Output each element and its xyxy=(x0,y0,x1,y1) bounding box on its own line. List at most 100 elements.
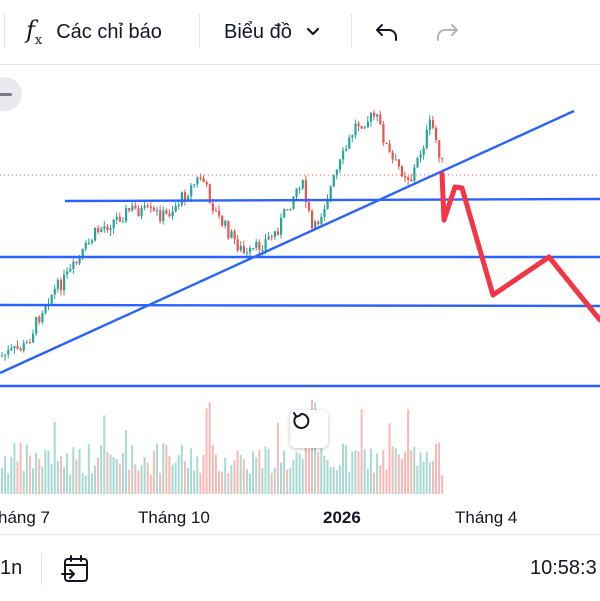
candle xyxy=(94,227,97,241)
horizontal-line-3[interactable] xyxy=(0,303,600,308)
volume-bar xyxy=(112,457,115,494)
candle xyxy=(171,211,174,217)
candle xyxy=(416,157,419,168)
chart-pane[interactable]: háng 7 Tháng 10 2026 Tháng 4 xyxy=(0,64,600,534)
forecast-path[interactable] xyxy=(439,171,600,323)
volume-bar xyxy=(4,455,7,494)
candle xyxy=(100,228,103,233)
candle xyxy=(326,200,329,209)
undo-button[interactable] xyxy=(374,0,400,64)
candle xyxy=(239,245,242,251)
volume-bar xyxy=(329,467,332,494)
reset-icon xyxy=(293,412,310,429)
volume-bar xyxy=(425,452,428,494)
interval-button[interactable]: 1n xyxy=(0,557,23,579)
candle xyxy=(317,221,320,225)
price-chart[interactable] xyxy=(0,64,600,534)
candle xyxy=(103,226,106,229)
trendline[interactable] xyxy=(0,109,575,375)
candles xyxy=(1,109,444,361)
volume-bar xyxy=(320,448,323,494)
volume-bar xyxy=(435,443,437,494)
volume-bar xyxy=(190,448,193,494)
candle xyxy=(273,231,276,237)
candle xyxy=(314,221,317,228)
x-axis-label: 2026 xyxy=(323,508,361,527)
candle xyxy=(298,188,301,190)
candle xyxy=(329,186,332,201)
candle xyxy=(190,185,193,197)
volume-bar xyxy=(152,451,155,494)
volume-bar xyxy=(41,467,44,494)
volume-bar xyxy=(38,459,41,494)
candle xyxy=(81,248,84,257)
candle xyxy=(109,228,112,230)
candle xyxy=(44,304,47,314)
toolbar-divider xyxy=(351,14,352,48)
volume-bar xyxy=(66,453,69,494)
volume-bar xyxy=(140,464,143,494)
candle xyxy=(140,207,143,216)
volume-bar xyxy=(78,449,81,494)
candle xyxy=(205,182,208,185)
candle xyxy=(72,261,75,270)
candle xyxy=(112,219,115,229)
candle xyxy=(53,288,56,295)
volume-bar xyxy=(404,452,406,494)
volume-bar xyxy=(400,458,403,494)
candle xyxy=(320,216,323,225)
horizontal-line-1[interactable] xyxy=(64,197,600,203)
candle xyxy=(394,159,397,161)
candle xyxy=(162,210,165,222)
chart-type-button[interactable]: Biểu đồ xyxy=(224,0,320,64)
candle xyxy=(388,143,391,153)
volume-bar xyxy=(338,464,341,494)
candle xyxy=(267,236,270,240)
volume-bar xyxy=(84,475,87,494)
candle xyxy=(152,207,156,211)
volume-bar xyxy=(373,472,375,494)
volume-bar xyxy=(280,462,282,494)
calendar-arrow-icon[interactable] xyxy=(60,553,92,585)
undo-icon xyxy=(376,24,397,41)
candle xyxy=(369,112,373,122)
volume-bar xyxy=(56,461,59,494)
volume-bar xyxy=(115,458,118,494)
candle xyxy=(435,127,438,141)
drawn-lines[interactable] xyxy=(0,109,600,388)
candle xyxy=(419,154,422,158)
volume-bar xyxy=(345,445,348,494)
redo-button[interactable] xyxy=(434,0,460,64)
candle xyxy=(255,241,258,249)
volume-bar xyxy=(360,409,363,494)
candle xyxy=(199,177,202,179)
candle xyxy=(56,279,59,289)
candle xyxy=(115,216,118,220)
volume-bar xyxy=(342,443,344,494)
zoom-out-button[interactable] xyxy=(0,77,22,111)
chevron-down-icon xyxy=(306,27,319,36)
volume-bar xyxy=(218,471,220,494)
candle xyxy=(245,252,249,254)
volume-bar xyxy=(376,453,379,494)
candle xyxy=(7,350,10,355)
candle xyxy=(134,205,137,209)
volume-bar xyxy=(242,459,245,494)
volume-bar xyxy=(236,450,239,494)
indicators-button[interactable]: fx Các chỉ báo xyxy=(26,0,162,64)
candle xyxy=(304,179,307,203)
toolbar-divider xyxy=(199,14,200,48)
volume-bar xyxy=(273,467,276,494)
volume-bar xyxy=(283,450,286,494)
x-axis-label: Tháng 4 xyxy=(455,508,518,527)
candle xyxy=(363,127,366,129)
candle xyxy=(338,159,342,170)
volume-bar xyxy=(323,455,326,494)
volume-bar xyxy=(366,468,369,494)
candle xyxy=(441,157,444,159)
reset-chart-button[interactable] xyxy=(290,410,328,448)
candle xyxy=(19,348,22,351)
candle xyxy=(391,152,394,160)
chart-type-label: Biểu đồ xyxy=(224,20,292,43)
volume-bar xyxy=(255,457,258,494)
